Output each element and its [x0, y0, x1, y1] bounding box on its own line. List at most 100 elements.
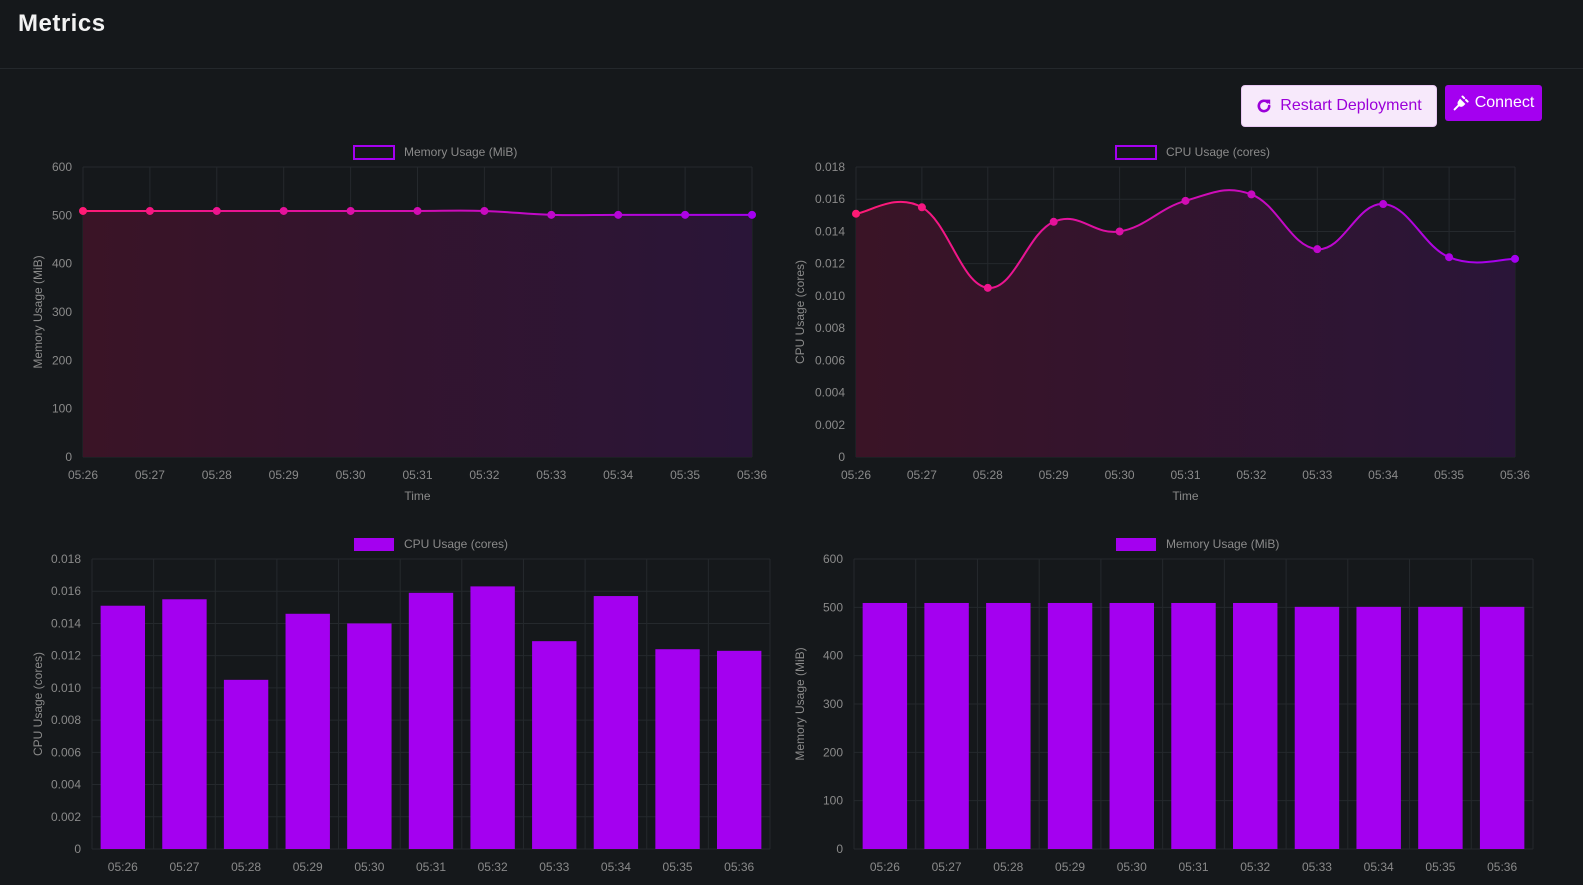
page-header: Metrics [0, 0, 1583, 69]
y-tick-label: 0.018 [51, 552, 81, 566]
x-tick-label: 05:36 [724, 860, 754, 874]
x-tick-label: 05:34 [603, 468, 633, 482]
y-tick-label: 300 [52, 305, 72, 319]
x-tick-label: 05:34 [1364, 860, 1394, 874]
x-tick-label: 05:32 [469, 468, 499, 482]
bar [408, 592, 454, 849]
y-tick-label: 0.008 [51, 713, 81, 727]
memory-bar-chart: 0 100 200 300 400 500 600 05:26 05:27 05:28 05:29 0… [790, 527, 1583, 885]
x-tick-label: 05:26 [870, 860, 900, 874]
bar [1294, 606, 1340, 849]
y-tick-label: 0.002 [51, 810, 81, 824]
y-tick-label: 0.012 [51, 649, 81, 663]
restart-deployment-button[interactable]: Restart Deployment [1241, 85, 1437, 127]
y-tick-label: 0 [65, 450, 72, 464]
data-point [279, 206, 288, 215]
y-tick-label: 0 [836, 842, 843, 856]
legend-label: Memory Usage (MiB) [1166, 537, 1279, 551]
y-axis-label: Memory Usage (MiB) [793, 647, 807, 760]
x-tick-label: 05:33 [539, 860, 569, 874]
x-tick-label: 05:27 [135, 468, 165, 482]
data-point [1181, 196, 1190, 205]
y-tick-label: 0.002 [815, 418, 845, 432]
bar [1047, 602, 1093, 849]
cpu-line-chart: 0 0.002 0.004 0.006 0.008 0.010 0.012 0.014 0.01… [790, 135, 1583, 515]
x-axis-label: Time [404, 489, 431, 503]
bar [347, 623, 392, 849]
bar [716, 650, 762, 849]
y-tick-label: 0.014 [51, 616, 81, 630]
y-tick-label: 500 [52, 208, 72, 222]
y-tick-label: 0.010 [51, 681, 81, 695]
data-point [145, 206, 154, 215]
bar [162, 599, 207, 849]
restart-deployment-label: Restart Deployment [1280, 97, 1422, 114]
y-axis-label: Memory Usage (MiB) [31, 255, 45, 368]
x-tick-label: 05:30 [336, 468, 366, 482]
y-tick-label: 0.006 [815, 353, 845, 367]
x-tick-label: 05:35 [663, 860, 693, 874]
y-tick-label: 0.004 [815, 386, 845, 400]
data-point [413, 206, 422, 215]
connect-button[interactable]: Connect [1445, 85, 1542, 121]
y-tick-label: 0.018 [815, 160, 845, 174]
legend-swatch [353, 145, 395, 160]
bar [655, 649, 700, 849]
bar [1356, 606, 1401, 849]
memory-line-chart: 0 100 200 300 400 500 600 05:26 05:27 05:28 05:29 0… [0, 135, 790, 515]
y-tick-label: 500 [823, 600, 843, 614]
x-tick-label: 05:29 [293, 860, 323, 874]
y-tick-label: 0 [74, 842, 81, 856]
bar [532, 641, 577, 849]
x-tick-label: 05:31 [402, 468, 432, 482]
refresh-icon [1256, 98, 1272, 114]
bar [285, 613, 330, 849]
x-tick-label: 05:32 [478, 860, 508, 874]
legend-swatch [1116, 538, 1156, 551]
x-tick-label: 05:28 [973, 468, 1003, 482]
legend-label: Memory Usage (MiB) [404, 145, 517, 159]
page-title: Metrics [18, 10, 106, 37]
x-tick-label: 05:35 [670, 468, 700, 482]
data-point [79, 206, 87, 215]
x-tick-label: 05:36 [1487, 860, 1517, 874]
connect-label: Connect [1474, 94, 1535, 111]
y-tick-label: 200 [52, 353, 72, 367]
legend-swatch [354, 538, 394, 551]
data-point [212, 206, 221, 215]
x-tick-label: 05:36 [737, 468, 767, 482]
data-point [1049, 217, 1058, 226]
x-tick-label: 05:26 [108, 860, 138, 874]
y-tick-label: 0.016 [51, 584, 81, 598]
bar [986, 602, 1031, 849]
y-tick-label: 0.016 [815, 192, 845, 206]
legend-swatch [1115, 145, 1157, 160]
data-point [917, 203, 926, 212]
x-tick-label: 05:34 [1368, 468, 1398, 482]
bar [1479, 606, 1525, 849]
bar [862, 602, 908, 849]
x-tick-label: 05:33 [536, 468, 566, 482]
x-tick-label: 05:26 [68, 468, 98, 482]
x-tick-label: 05:35 [1425, 860, 1455, 874]
data-point [748, 210, 756, 219]
x-tick-label: 05:27 [169, 860, 199, 874]
x-tick-label: 05:28 [202, 468, 232, 482]
legend-label: CPU Usage (cores) [1166, 145, 1270, 159]
y-tick-label: 0.010 [815, 289, 845, 303]
plug-icon [1453, 95, 1469, 111]
x-tick-label: 05:29 [1039, 468, 1069, 482]
y-tick-label: 200 [823, 745, 843, 759]
y-tick-label: 600 [823, 552, 843, 566]
x-tick-label: 05:35 [1434, 468, 1464, 482]
y-tick-label: 0.008 [815, 321, 845, 335]
y-tick-label: 400 [823, 649, 843, 663]
x-tick-label: 05:26 [841, 468, 871, 482]
data-point [1445, 253, 1454, 262]
x-tick-label: 05:29 [1055, 860, 1085, 874]
series-area [856, 190, 1515, 458]
x-tick-label: 05:36 [1500, 468, 1530, 482]
data-point [1379, 200, 1388, 209]
data-point [983, 283, 992, 292]
x-tick-label: 05:34 [601, 860, 631, 874]
